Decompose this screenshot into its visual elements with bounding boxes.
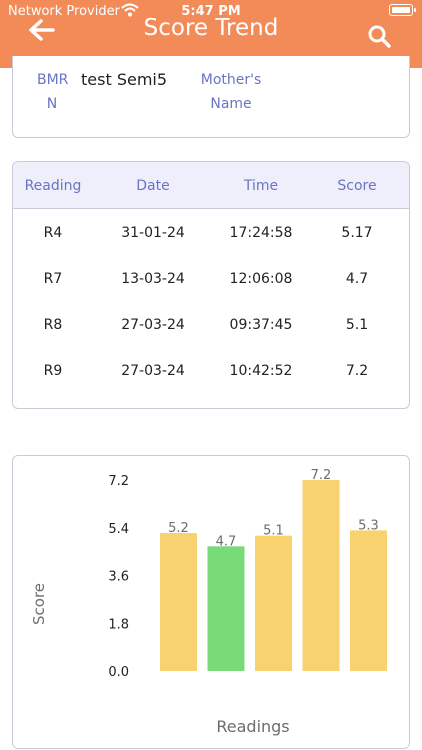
table-row: R7 13-03-24 12:06:08 4.7	[13, 256, 409, 302]
cell-date: 13-03-24	[121, 271, 185, 287]
y-tick-label: 0.0	[108, 665, 129, 680]
battery-icon	[389, 4, 416, 16]
patient-info-card: BMR N test Semi5 Mother's Name	[12, 56, 410, 138]
cell-time: 12:06:08	[229, 271, 293, 287]
cell-date: 31-01-24	[121, 225, 185, 241]
bar-value-label: 7.2	[311, 468, 332, 483]
bar-value-label: 5.3	[358, 518, 379, 533]
table-row: R4 31-01-24 17:24:58 5.17	[13, 210, 409, 256]
score-table: Reading Date Time Score R4 31-01-24 17:2…	[12, 161, 410, 409]
cell-score: 5.17	[341, 225, 373, 241]
mother-name-label-line1: Mother's	[200, 72, 262, 88]
page-title: Score Trend	[143, 15, 279, 41]
cell-score: 5.1	[345, 317, 369, 333]
cell-time: 17:24:58	[229, 225, 293, 241]
table-row: R8 27-03-24 09:37:45 5.1	[13, 302, 409, 348]
search-icon[interactable]	[367, 24, 391, 48]
header-score: Score	[337, 178, 377, 194]
header-date: Date	[136, 178, 170, 194]
y-tick-label: 1.8	[108, 617, 129, 632]
chart-bar[interactable]	[255, 535, 292, 671]
back-button[interactable]	[28, 18, 56, 42]
y-tick-label: 3.6	[108, 570, 129, 585]
chart-bar[interactable]	[160, 533, 197, 671]
header-reading: Reading	[24, 178, 82, 194]
bmrn-label-line2: N	[46, 96, 58, 112]
carrier-name: Network Provider	[8, 4, 120, 19]
cell-time: 09:37:45	[229, 317, 293, 333]
chart-bar[interactable]	[350, 530, 387, 671]
bar-value-label: 5.1	[263, 524, 284, 539]
cell-time: 10:42:52	[229, 363, 293, 379]
chart-bar[interactable]	[207, 546, 245, 671]
status-time: 5:47 PM	[181, 4, 241, 19]
cell-date: 27-03-24	[121, 317, 185, 333]
bar-value-label: 5.2	[168, 521, 189, 536]
cell-reading: R4	[43, 225, 63, 241]
y-tick-label: 7.2	[108, 474, 129, 489]
cell-reading: R9	[43, 363, 63, 379]
y-tick-label: 5.4	[108, 522, 129, 537]
x-axis-label: Readings	[216, 717, 289, 736]
cell-score: 4.7	[345, 271, 369, 287]
chart-bar[interactable]	[302, 480, 340, 671]
header-time: Time	[243, 178, 279, 194]
cell-reading: R7	[43, 271, 63, 287]
table-header: Reading Date Time Score	[13, 162, 409, 209]
cell-reading: R8	[43, 317, 63, 333]
wifi-icon	[121, 3, 139, 17]
bmrn-value: test Semi5	[81, 70, 168, 89]
cell-score: 7.2	[345, 363, 369, 379]
mother-name-label-line2: Name	[210, 96, 252, 112]
cell-date: 27-03-24	[121, 363, 185, 379]
bar-value-label: 4.7	[216, 534, 237, 549]
score-chart-card: Score Readings 7.2 5.4 3.6 1.8 0.0 5.2 4.7 5.1 7…	[12, 455, 410, 749]
score-bar-chart: Score Readings 7.2 5.4 3.6 1.8 0.0 5.2 4.7 5.1 7…	[30, 468, 387, 736]
bmrn-label-line1: BMR	[37, 72, 69, 88]
table-row: R9 27-03-24 10:42:52 7.2	[13, 348, 409, 394]
y-axis-label: Score	[30, 583, 48, 625]
